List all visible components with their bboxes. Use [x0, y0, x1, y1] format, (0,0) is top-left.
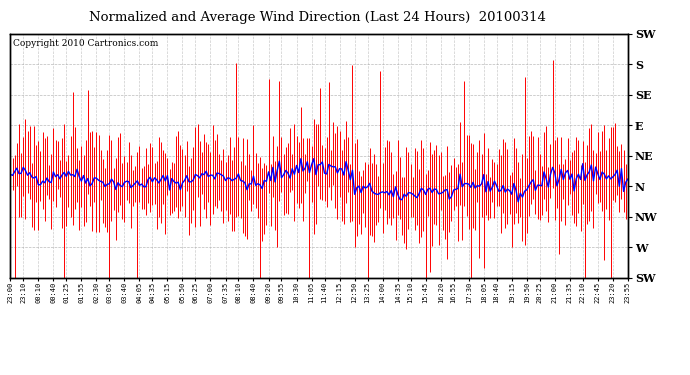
- Text: Copyright 2010 Cartronics.com: Copyright 2010 Cartronics.com: [13, 39, 159, 48]
- Text: Normalized and Average Wind Direction (Last 24 Hours)  20100314: Normalized and Average Wind Direction (L…: [89, 11, 546, 24]
